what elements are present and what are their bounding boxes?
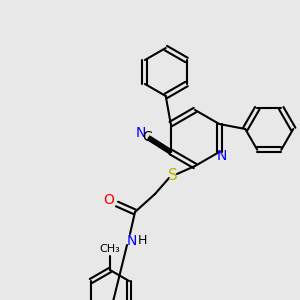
Text: N: N (127, 234, 137, 248)
Text: H: H (137, 235, 147, 248)
Text: C: C (142, 130, 152, 144)
Text: N: N (217, 149, 227, 163)
Text: CH₃: CH₃ (100, 244, 120, 254)
Text: N: N (136, 126, 146, 140)
Text: O: O (103, 193, 114, 207)
Text: S: S (168, 169, 178, 184)
